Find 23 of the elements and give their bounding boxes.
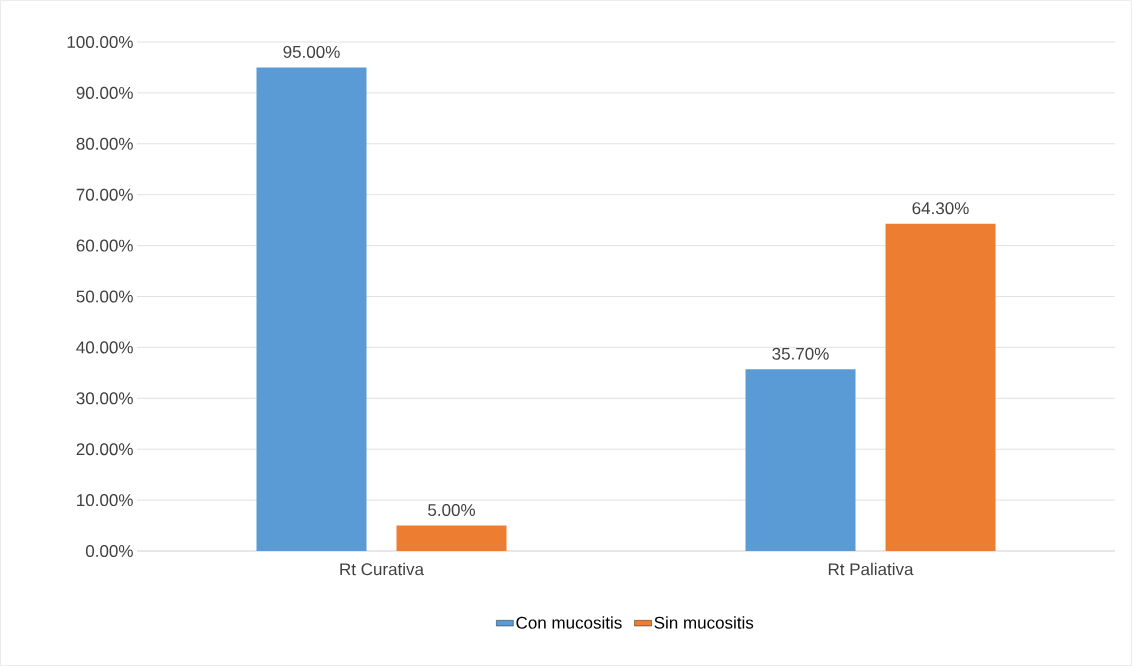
y-tick-label: 40.00% <box>76 341 133 354</box>
y-tick-label: 60.00% <box>76 239 133 252</box>
y-tick-label: 90.00% <box>76 86 133 99</box>
legend-label: Con mucositis <box>516 616 622 629</box>
x-tick-label: Rt Curativa <box>340 562 424 576</box>
y-tick-label: 100.00% <box>67 35 133 49</box>
y-tick-label: 50.00% <box>76 290 133 303</box>
y-tick-label: 70.00% <box>76 188 133 201</box>
x-tick-label: Rt Paliativa <box>828 562 914 576</box>
y-tick-label: 30.00% <box>76 392 133 405</box>
bar <box>885 223 996 551</box>
legend-label: Sin mucositis <box>654 616 754 629</box>
data-label: 64.30% <box>912 202 969 215</box>
bar <box>256 67 367 551</box>
data-label: 95.00% <box>283 45 340 58</box>
y-tick-label: 20.00% <box>76 443 133 456</box>
y-tick-label: 80.00% <box>76 137 133 150</box>
data-label: 35.70% <box>772 347 829 360</box>
bar <box>396 525 507 551</box>
y-tick-label: 10.00% <box>77 494 133 507</box>
bar <box>745 369 856 551</box>
y-tick-label: 0.00% <box>85 544 133 558</box>
data-label: 5.00% <box>428 503 475 517</box>
